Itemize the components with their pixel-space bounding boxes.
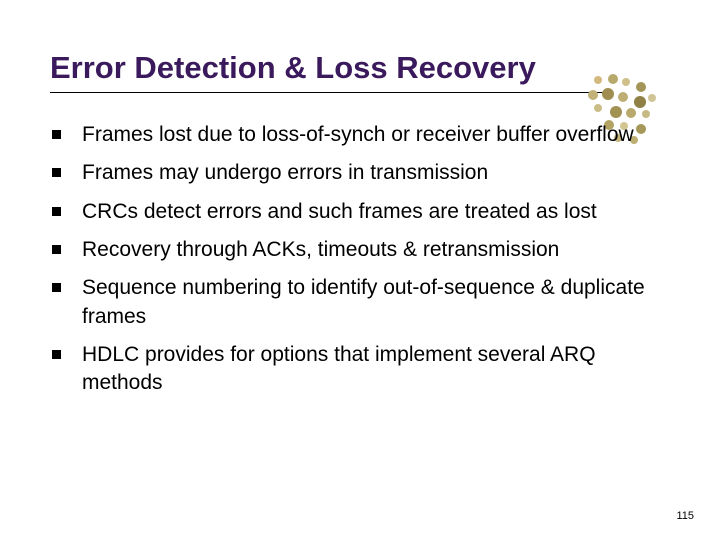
slide-title: Error Detection & Loss Recovery <box>50 50 610 93</box>
dot-icon <box>588 90 598 100</box>
dot-icon <box>594 76 602 84</box>
bullet-text: CRCs detect errors and such frames are t… <box>82 200 597 223</box>
bullet-marker-icon <box>52 130 61 139</box>
bullet-item: Frames lost due to loss-of-synch or rece… <box>50 121 680 149</box>
bullet-text: Frames lost due to loss-of-synch or rece… <box>82 123 634 146</box>
dot-icon <box>648 94 656 102</box>
bullet-item: Sequence numbering to identify out-of-se… <box>50 274 680 331</box>
bullet-marker-icon <box>52 283 61 292</box>
dot-icon <box>618 92 628 102</box>
bullet-item: CRCs detect errors and such frames are t… <box>50 198 680 226</box>
title-block: Error Detection & Loss Recovery <box>50 50 680 93</box>
bullet-item: HDLC provides for options that implement… <box>50 341 680 398</box>
dot-icon <box>626 108 636 118</box>
dot-icon <box>602 88 614 100</box>
bullet-marker-icon <box>52 168 61 177</box>
bullet-text: Frames may undergo errors in transmissio… <box>82 161 488 184</box>
bullet-list: Frames lost due to loss-of-synch or rece… <box>50 121 680 398</box>
bullet-marker-icon <box>52 245 61 254</box>
bullet-item: Recovery through ACKs, timeouts & retran… <box>50 236 680 264</box>
bullet-marker-icon <box>52 207 61 216</box>
bullet-text: Sequence numbering to identify out-of-se… <box>82 276 645 327</box>
dot-icon <box>642 110 650 118</box>
bullet-item: Frames may undergo errors in transmissio… <box>50 159 680 187</box>
dot-icon <box>636 82 646 92</box>
page-number: 115 <box>676 510 694 522</box>
dot-icon <box>610 106 622 118</box>
slide: Error Detection & Loss Recovery Frames l… <box>0 0 720 540</box>
bullet-text: Recovery through ACKs, timeouts & retran… <box>82 238 559 261</box>
dot-icon <box>622 78 630 86</box>
bullet-marker-icon <box>52 350 61 359</box>
dot-icon <box>608 74 618 84</box>
dot-icon <box>594 104 602 112</box>
dot-icon <box>634 96 646 108</box>
bullet-text: HDLC provides for options that implement… <box>82 343 596 394</box>
